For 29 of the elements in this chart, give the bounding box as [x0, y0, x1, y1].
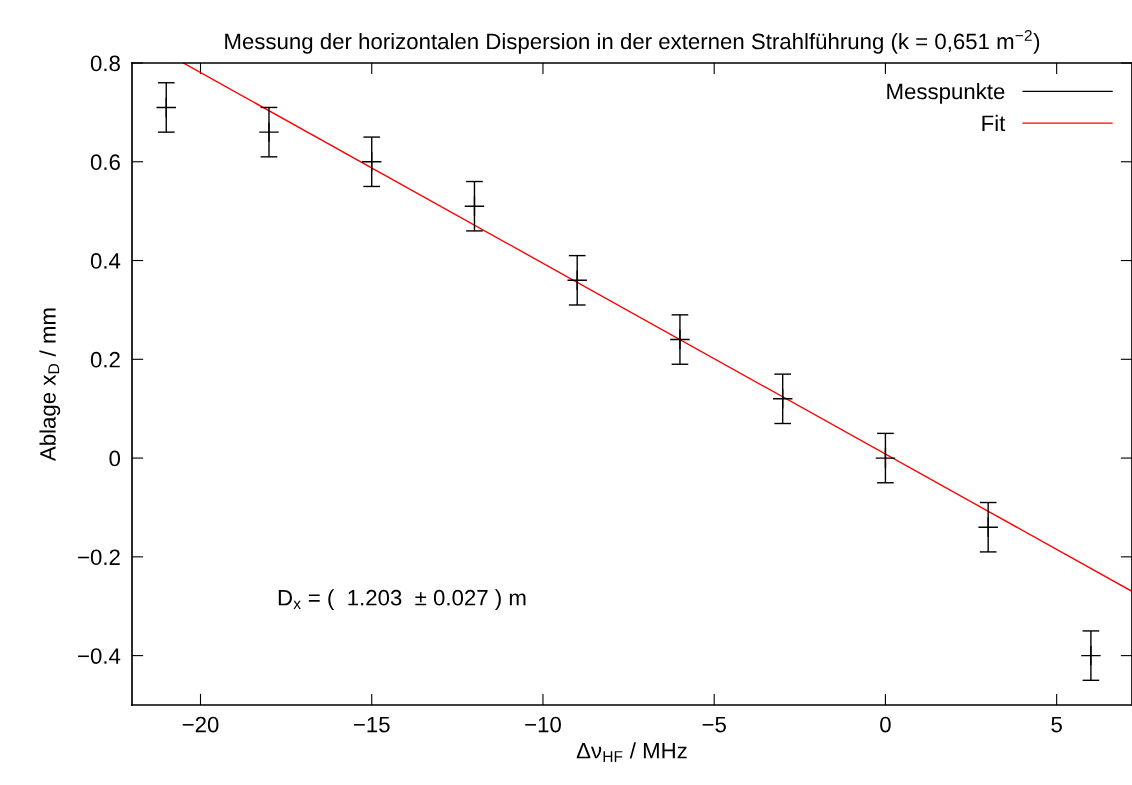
point: [875, 447, 896, 469]
point: [772, 388, 794, 410]
y-tick-label: 0.2: [90, 351, 120, 368]
x-tick-label: −5: [702, 716, 726, 733]
point: [1080, 645, 1102, 667]
y-tick-label: 0.4: [90, 253, 121, 269]
point: [977, 516, 999, 538]
point: [258, 121, 280, 143]
point: [361, 151, 383, 173]
x-tick-label: 0: [880, 716, 891, 733]
point: [669, 329, 691, 350]
y-tick-label: 0.8: [90, 55, 120, 72]
point: [566, 269, 588, 291]
y-tick-label: 0: [109, 450, 121, 467]
legend-label: Fit: [982, 114, 1006, 132]
x-tick-label: 5: [1051, 716, 1062, 733]
y-tick-label: −0.4: [78, 648, 121, 664]
annotation: D$_{x}$ = ( 1.203 ± 0.027 ) m: [278, 589, 526, 610]
x-tick-label: −20: [182, 716, 219, 733]
point: [464, 195, 485, 217]
x-tick-label: −15: [353, 716, 390, 733]
chart-title: Messung der horizontalen Dispersion in der externen Strahlführung (k = 0,651 m$^{−2}$): [225, 30, 1040, 54]
y-axis-title: Ablage x$_{D}$ / mm: [39, 308, 61, 462]
y-tick-label: 0.6: [90, 154, 120, 171]
point: [155, 97, 177, 118]
x-axis-title: Δν$_{HF}$ / MHz: [576, 742, 687, 762]
x-tick-label: −10: [525, 716, 561, 733]
legend-label: Messpunkte: [887, 83, 1005, 104]
y-tick-label: −0.2: [78, 549, 120, 566]
